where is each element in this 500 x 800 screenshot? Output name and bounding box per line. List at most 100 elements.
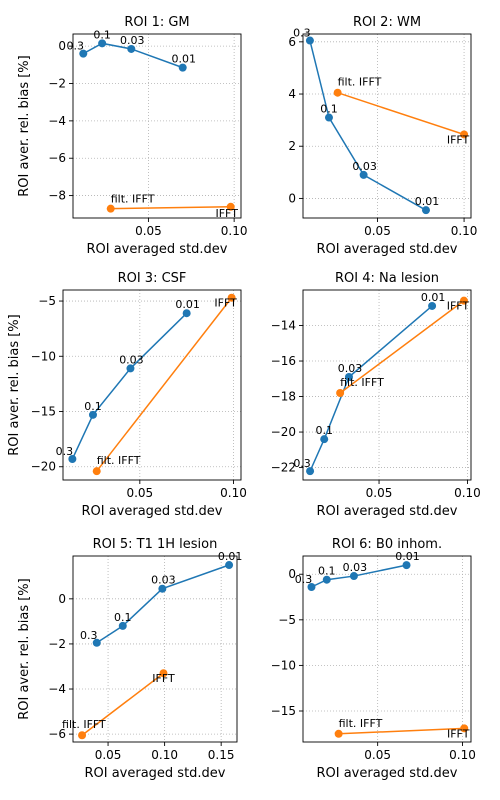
series-line-main xyxy=(82,42,183,69)
data-label: 0.3 xyxy=(293,457,311,470)
x-axis-label: ROI averaged std.dev xyxy=(316,242,457,257)
chart-title: ROI 1: GM xyxy=(124,15,189,30)
data-label: filt. IFFT xyxy=(340,376,384,389)
data-point-main xyxy=(178,63,187,72)
x-tick-label: 0.15 xyxy=(208,748,235,762)
y-tick-label: 2 xyxy=(288,139,296,153)
data-point-ifft xyxy=(227,293,236,302)
series-line-ifft xyxy=(337,92,465,136)
x-tick-label: 0.10 xyxy=(151,748,178,762)
chart-title: ROI 3: CSF xyxy=(118,271,187,286)
data-label: 0.1 xyxy=(320,103,338,116)
data-point-main xyxy=(225,561,234,570)
data-point-main xyxy=(307,583,316,591)
data-label: filt. IFFT xyxy=(62,718,106,731)
data-label: 0.3 xyxy=(67,40,85,53)
data-label: 0.3 xyxy=(295,573,313,586)
subplot-5: 0.3 0.1 0.03 0.01 filt. IFFT IFFT 0.05 0.10 0.15… xyxy=(17,537,242,781)
y-tick-label: −4 xyxy=(48,682,66,696)
series-line-ifft xyxy=(96,297,233,472)
data-point-main xyxy=(79,49,88,58)
y-tick-label: −16 xyxy=(271,354,296,368)
data-label: 0.01 xyxy=(415,195,440,208)
y-axis-label: ROI aver. rel. bias [%] xyxy=(7,314,22,455)
data-label: 0.03 xyxy=(151,574,176,587)
x-tick-label: 0.10 xyxy=(451,224,478,238)
data-label: IFFT xyxy=(447,300,470,313)
data-point-main xyxy=(92,638,101,647)
axes-frame xyxy=(302,555,472,743)
y-tick-label: −4 xyxy=(48,114,66,128)
x-tick-label: 0.05 xyxy=(126,486,153,500)
data-label: IFFT xyxy=(447,727,470,740)
data-point-main xyxy=(402,561,411,570)
data-point-main xyxy=(359,170,368,179)
data-label: 0.01 xyxy=(395,550,420,563)
data-label: 0.3 xyxy=(56,445,74,458)
x-tick-label: 0.05 xyxy=(366,486,393,500)
y-tick-label: −2 xyxy=(48,77,66,91)
y-tick-label: 0 xyxy=(58,592,66,606)
data-point-main xyxy=(306,467,315,476)
chart-title: ROI 2: WM xyxy=(353,15,421,30)
data-point-main xyxy=(305,36,314,45)
axes-frame xyxy=(62,289,242,481)
x-axis-label: ROI averaged std.dev xyxy=(84,766,225,781)
y-tick-label: −10 xyxy=(271,658,296,672)
data-point-main xyxy=(324,113,333,122)
data-label: 0.1 xyxy=(93,28,111,41)
chart-title: ROI 6: B0 inhom. xyxy=(332,537,442,552)
y-tick-label: −6 xyxy=(48,151,66,165)
data-label: 0.1 xyxy=(114,611,132,624)
y-tick-label: −14 xyxy=(271,319,296,333)
data-point-main xyxy=(98,39,107,48)
y-tick-label: 0 xyxy=(58,39,66,53)
y-axis-label: ROI aver. rel. bias [%] xyxy=(17,578,32,719)
axes-frame xyxy=(302,33,472,219)
x-tick-label: 0.10 xyxy=(221,224,248,238)
subplot-6: 0.3 0.1 0.03 0.01 filt. IFFT IFFT 0.05 0.10 0 −5 −… xyxy=(271,537,476,781)
data-label: 0.03 xyxy=(352,160,377,173)
data-label: 0.03 xyxy=(119,353,144,366)
data-label: 0.03 xyxy=(120,34,145,47)
data-label: 0.01 xyxy=(218,550,243,563)
data-label: 0.1 xyxy=(315,424,333,437)
data-point-ifft xyxy=(333,88,342,97)
data-label: 0.3 xyxy=(293,27,311,40)
series-line-main xyxy=(96,564,230,644)
y-tick-label: −15 xyxy=(31,405,56,419)
y-tick-label: −10 xyxy=(31,349,56,363)
subplot-4: 0.3 0.1 0.03 0.01 filt. IFFT IFFT 0.05 0.10 −14 −… xyxy=(271,271,481,519)
data-label: filt. IFFT xyxy=(97,454,141,467)
y-axis-label: ROI aver. rel. bias [%] xyxy=(17,55,32,196)
data-point-main xyxy=(88,410,97,419)
data-point-ifft xyxy=(334,729,343,738)
y-tick-label: 6 xyxy=(288,35,296,49)
data-point-main xyxy=(126,364,135,373)
data-label: IFFT xyxy=(215,207,238,220)
y-tick-label: −20 xyxy=(31,460,56,474)
x-axis-label: ROI averaged std.dev xyxy=(316,504,457,519)
series-line-ifft xyxy=(339,300,465,394)
y-tick-label: −2 xyxy=(48,637,66,651)
x-tick-label: 0.05 xyxy=(364,224,391,238)
y-tick-label: −22 xyxy=(271,461,296,475)
series-line-main xyxy=(311,564,407,588)
series-line-main xyxy=(71,312,188,460)
data-point-ifft xyxy=(78,731,87,740)
x-axis-label: ROI averaged std.dev xyxy=(81,504,222,519)
data-point-ifft xyxy=(92,467,101,476)
subplot-2: 0.3 0.1 0.03 0.01 filt. IFFT IFFT 0.05 0.10 0 2 4 6… xyxy=(288,15,477,257)
series-line-ifft xyxy=(110,206,231,210)
data-point-main xyxy=(421,206,430,215)
data-point-ifft xyxy=(106,204,115,213)
data-point-main xyxy=(118,621,127,630)
y-tick-label: −6 xyxy=(48,727,66,741)
data-point-ifft xyxy=(460,724,469,733)
data-point-ifft xyxy=(460,130,469,139)
subplot-1: 0.3 0.1 0.03 0.01 filt. IFFT IFFT 0.05 0.10 0 −2 −… xyxy=(17,15,248,257)
data-label: IFFT xyxy=(152,672,175,685)
y-tick-label: 4 xyxy=(288,87,296,101)
data-label: 0.1 xyxy=(318,565,336,578)
